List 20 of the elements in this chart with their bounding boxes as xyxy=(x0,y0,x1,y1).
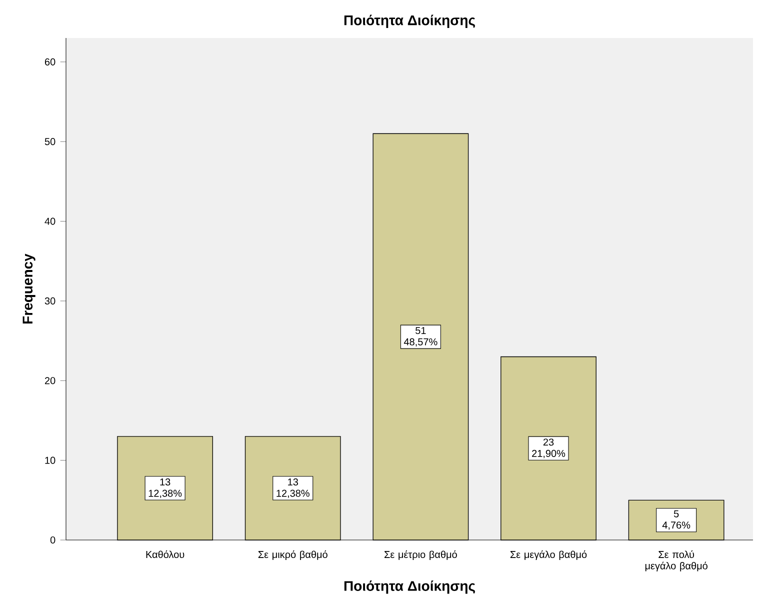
y-axis-title: Frequency xyxy=(22,254,36,324)
data-label: 5 4,76% xyxy=(662,510,690,530)
x-tick-label: Καθόλου xyxy=(146,550,184,558)
x-tick-label: Σε πολύ μεγάλο βαθμό xyxy=(645,550,708,572)
y-tick-label: 0 xyxy=(50,536,56,544)
y-tick-label: 50 xyxy=(44,138,56,146)
chart-title: Ποιότητα Διοίκησης xyxy=(344,14,475,28)
y-tick-label: 40 xyxy=(44,218,56,225)
data-label: 23 21,90% xyxy=(532,438,566,458)
x-axis-title: Ποιότητα Διοίκησης xyxy=(344,580,475,594)
y-tick-label: 20 xyxy=(44,377,56,384)
data-label: 51 48,57% xyxy=(404,327,438,347)
x-tick-label: Σε μεγάλο βαθμό xyxy=(510,550,587,560)
data-label: 13 12,38% xyxy=(148,478,182,498)
y-tick-label: 60 xyxy=(44,58,56,66)
x-tick-label: Σε μικρό βαθμό xyxy=(258,550,328,560)
x-tick-label: Σε μέτριο βαθμό xyxy=(384,550,457,560)
y-tick-label: 30 xyxy=(44,297,56,305)
y-tick-label: 10 xyxy=(45,456,56,464)
data-label: 13 12,38% xyxy=(276,478,310,498)
